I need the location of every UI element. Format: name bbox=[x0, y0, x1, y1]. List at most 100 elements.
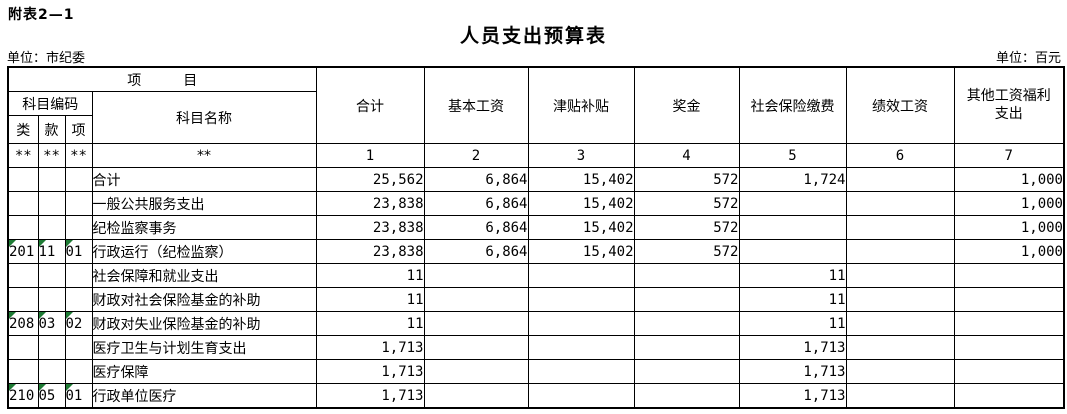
cell-value bbox=[953, 311, 1065, 336]
cell-class-code bbox=[7, 359, 39, 384]
cell-item-code: 01 bbox=[64, 239, 93, 264]
cell-subject-name: 财政对社会保险基金的补助 bbox=[91, 287, 317, 312]
header-code-group: 科目编码 bbox=[7, 91, 93, 116]
cell-value: 6,864 bbox=[423, 215, 529, 240]
cell-item-code: 02 bbox=[64, 311, 93, 336]
cell-value bbox=[845, 287, 955, 312]
table-row: 财政对社会保险基金的补助 11 11 bbox=[7, 287, 1065, 312]
table-row: 210 05 01 行政单位医疗 1,713 1,713 bbox=[7, 383, 1065, 409]
index-row: ** ** ** ** 1 2 3 4 5 6 7 bbox=[7, 143, 1065, 168]
cell-class-code bbox=[7, 287, 39, 312]
table-row: 208 03 02 财政对失业保险基金的补助 11 11 bbox=[7, 311, 1065, 336]
cell-section-code bbox=[37, 335, 66, 360]
cell-subject-name: 行政单位医疗 bbox=[91, 383, 317, 409]
cell-value bbox=[423, 311, 529, 336]
cell-value bbox=[527, 383, 635, 409]
cell-value bbox=[845, 239, 955, 264]
cell-value bbox=[527, 311, 635, 336]
cell-value bbox=[845, 311, 955, 336]
cell-item-code bbox=[64, 335, 93, 360]
cell-value bbox=[953, 287, 1065, 312]
header-col-basic-salary: 基本工资 bbox=[423, 66, 529, 144]
table-row: 纪检监察事务 23,838 6,864 15,402 572 1,000 bbox=[7, 215, 1065, 240]
cell-column-index: 1 bbox=[315, 143, 425, 168]
cell-value: 1,000 bbox=[953, 239, 1065, 264]
cell-item-code bbox=[64, 287, 93, 312]
cell-value: 1,000 bbox=[953, 191, 1065, 216]
personnel-expenditure-budget-table: 项 目 合计 基本工资 津贴补贴 奖金 社会保险缴费 绩效工资 其他工资福利支出… bbox=[7, 66, 1065, 409]
cell-value bbox=[633, 311, 740, 336]
cell-section-code bbox=[37, 287, 66, 312]
cell-value bbox=[738, 191, 847, 216]
cell-value bbox=[633, 263, 740, 288]
table-row: 医疗保障 1,713 1,713 bbox=[7, 359, 1065, 384]
cell-value bbox=[845, 335, 955, 360]
cell-subject-name: 医疗卫生与计划生育支出 bbox=[91, 335, 317, 360]
cell-value: 1,713 bbox=[738, 383, 847, 409]
cell-subject-name: 纪检监察事务 bbox=[91, 215, 317, 240]
cell-value: 6,864 bbox=[423, 239, 529, 264]
header-col-other-welfare-text: 其他工资福利支出 bbox=[966, 88, 1051, 122]
cell-value: 572 bbox=[633, 191, 740, 216]
header-row-project: 项 目 合计 基本工资 津贴补贴 奖金 社会保险缴费 绩效工资 其他工资福利支出 bbox=[7, 66, 1065, 144]
header-col-bonus: 奖金 bbox=[633, 66, 740, 144]
cell-value bbox=[423, 335, 529, 360]
cell-class-code: 208 bbox=[7, 311, 39, 336]
cell-value bbox=[845, 167, 955, 192]
cell-value bbox=[423, 359, 529, 384]
cell-value bbox=[845, 263, 955, 288]
cell-value: 11 bbox=[738, 263, 847, 288]
header-code-item: 项 bbox=[64, 115, 93, 144]
cell-column-index: 4 bbox=[633, 143, 740, 168]
cell-value bbox=[845, 215, 955, 240]
cell-section-code: 05 bbox=[37, 383, 66, 409]
cell-value bbox=[633, 335, 740, 360]
header-col-other-welfare: 其他工资福利支出 bbox=[953, 66, 1065, 144]
cell-value: 1,713 bbox=[738, 335, 847, 360]
cell-column-index: 2 bbox=[423, 143, 529, 168]
header-row-code: 科目编码 科目名称 bbox=[7, 91, 1064, 144]
cell-subject-name: 社会保障和就业支出 bbox=[91, 263, 317, 288]
table-row: 201 11 01 行政运行（纪检监察） 23,838 6,864 15,402 572 1,0… bbox=[7, 239, 1065, 264]
cell-value bbox=[738, 239, 847, 264]
cell-section-code bbox=[37, 215, 66, 240]
cell-value bbox=[845, 383, 955, 409]
cell-value: 11 bbox=[315, 263, 425, 288]
cell-class-code bbox=[7, 263, 39, 288]
cell-column-index: 6 bbox=[845, 143, 955, 168]
cell-section-code bbox=[37, 263, 66, 288]
cell-value: 572 bbox=[633, 239, 740, 264]
cell-value bbox=[953, 263, 1065, 288]
cell-value: 572 bbox=[633, 215, 740, 240]
cell-value bbox=[423, 383, 529, 409]
cell-value bbox=[953, 335, 1065, 360]
cell-subject-name: 财政对失业保险基金的补助 bbox=[91, 311, 317, 336]
cell-subject-name: 一般公共服务支出 bbox=[91, 191, 317, 216]
unit-left-label: 单位：市纪委 bbox=[7, 51, 86, 66]
cell-value: 6,864 bbox=[423, 191, 529, 216]
cell-value: 11 bbox=[315, 287, 425, 312]
cell-subject-name: 行政运行（纪检监察） bbox=[91, 239, 317, 264]
doc-label: 附表2—1 bbox=[8, 7, 75, 23]
cell-value: 15,402 bbox=[527, 239, 635, 264]
cell-class-code bbox=[7, 167, 39, 192]
cell-value bbox=[527, 287, 635, 312]
cell-item-code bbox=[64, 359, 93, 384]
header-col-total: 合计 bbox=[315, 66, 425, 144]
cell-section-code bbox=[37, 191, 66, 216]
header-project: 项 目 bbox=[7, 66, 317, 92]
cell-value bbox=[633, 287, 740, 312]
cell-value: 15,402 bbox=[527, 167, 635, 192]
cell-value: 11 bbox=[738, 287, 847, 312]
header-col-allowance: 津贴补贴 bbox=[527, 66, 635, 144]
cell-item-code bbox=[64, 215, 93, 240]
cell-value: 11 bbox=[738, 311, 847, 336]
cell-value bbox=[845, 191, 955, 216]
header-code-class: 类 bbox=[7, 115, 39, 144]
cell-section-code: 03 bbox=[37, 311, 66, 336]
cell-section-code bbox=[37, 167, 66, 192]
cell-column-index: 5 bbox=[738, 143, 847, 168]
cell-item-code: 01 bbox=[64, 383, 93, 409]
cell-item-code bbox=[64, 263, 93, 288]
cell-value: 15,402 bbox=[527, 215, 635, 240]
